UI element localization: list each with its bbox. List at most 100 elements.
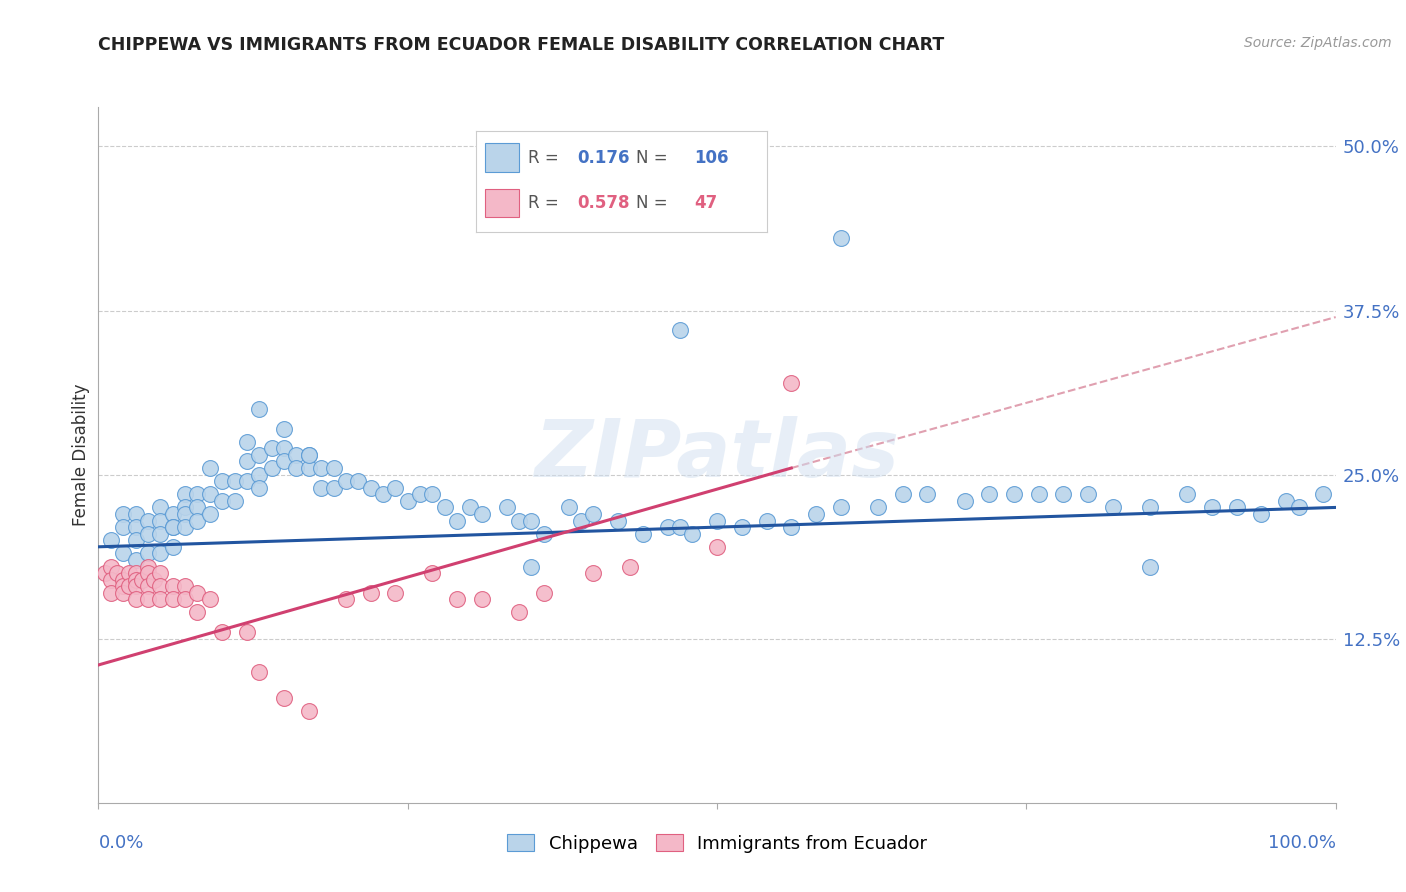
Point (533, 526, 555, 541)
Point (112, 586, 135, 600)
Point (471, 507, 494, 521)
Point (186, 606, 208, 620)
Point (100, 533, 122, 548)
Point (174, 507, 197, 521)
Point (607, 514, 630, 528)
Point (149, 546, 172, 560)
Point (495, 500, 517, 515)
Point (118, 566, 141, 580)
Point (247, 401, 270, 416)
Point (360, 481, 382, 495)
Point (681, 526, 703, 541)
Y-axis label: Female Disability: Female Disability (72, 384, 90, 526)
Point (360, 586, 382, 600)
Point (1139, 559, 1161, 574)
Point (285, 461, 308, 475)
Point (508, 514, 530, 528)
Point (866, 500, 889, 515)
Point (112, 573, 135, 587)
Point (162, 520, 184, 534)
Point (706, 514, 728, 528)
Point (471, 592, 494, 607)
Point (1275, 494, 1298, 508)
Point (136, 566, 159, 580)
Point (520, 559, 543, 574)
Point (174, 592, 197, 607)
Point (273, 454, 295, 468)
Point (247, 448, 270, 462)
Point (298, 461, 321, 475)
Point (112, 546, 135, 560)
Point (917, 487, 939, 501)
Point (384, 481, 406, 495)
Point (780, 376, 803, 390)
Point (830, 500, 852, 515)
Point (309, 461, 332, 475)
Point (1052, 487, 1074, 501)
Point (322, 481, 344, 495)
Point (1175, 487, 1198, 501)
Point (322, 461, 344, 475)
Point (1139, 500, 1161, 515)
Text: CHIPPEWA VS IMMIGRANTS FROM ECUADOR FEMALE DISABILITY CORRELATION CHART: CHIPPEWA VS IMMIGRANTS FROM ECUADOR FEMA… (98, 36, 945, 54)
Point (669, 323, 692, 337)
Point (247, 665, 270, 679)
Point (396, 494, 419, 508)
Point (224, 494, 246, 508)
Point (198, 487, 221, 501)
Point (149, 592, 172, 607)
Point (174, 487, 197, 501)
Point (247, 481, 270, 495)
Point (298, 448, 321, 462)
Point (105, 566, 128, 580)
Point (619, 559, 641, 574)
Point (112, 520, 135, 534)
Text: 0.0%: 0.0% (98, 834, 143, 852)
Point (174, 579, 197, 593)
Point (186, 500, 208, 515)
Point (755, 514, 778, 528)
Point (136, 559, 159, 574)
Point (582, 566, 605, 580)
Point (198, 507, 221, 521)
Legend: Chippewa, Immigrants from Ecuador: Chippewa, Immigrants from Ecuador (499, 827, 935, 860)
Point (198, 592, 221, 607)
Point (100, 573, 122, 587)
Point (433, 500, 456, 515)
Point (533, 586, 555, 600)
Point (979, 487, 1001, 501)
Point (124, 579, 146, 593)
Point (211, 494, 233, 508)
Point (124, 566, 146, 580)
Point (298, 704, 321, 718)
Point (136, 592, 159, 607)
Point (557, 500, 579, 515)
Point (422, 487, 444, 501)
Point (136, 579, 159, 593)
Point (149, 526, 172, 541)
Point (124, 507, 146, 521)
Point (520, 514, 543, 528)
Point (236, 625, 259, 640)
Point (669, 520, 692, 534)
Point (273, 442, 295, 456)
Point (124, 520, 146, 534)
Point (131, 573, 153, 587)
Point (162, 579, 184, 593)
Point (236, 434, 259, 449)
Point (731, 520, 754, 534)
Point (409, 487, 432, 501)
Point (124, 533, 146, 548)
Point (1250, 507, 1272, 521)
Point (1312, 487, 1334, 501)
Point (830, 231, 852, 245)
Point (149, 566, 172, 580)
Point (458, 500, 481, 515)
Point (211, 474, 233, 488)
Point (335, 474, 357, 488)
Point (347, 474, 370, 488)
Point (174, 520, 197, 534)
Text: 100.0%: 100.0% (1268, 834, 1336, 852)
Text: Source: ZipAtlas.com: Source: ZipAtlas.com (1244, 36, 1392, 50)
Point (371, 487, 394, 501)
